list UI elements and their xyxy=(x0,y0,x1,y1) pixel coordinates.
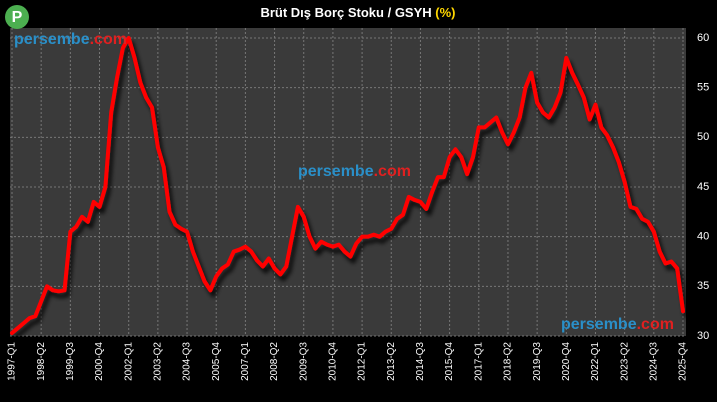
y-tick-label: 40 xyxy=(697,231,709,243)
watermark: persembe.com xyxy=(14,31,127,48)
x-tick-label: 2007-Q1 xyxy=(240,342,251,381)
x-tick-label: 2000-Q4 xyxy=(94,342,105,381)
x-tick-label: 2014-Q3 xyxy=(415,342,426,381)
y-tick-label: 50 xyxy=(697,131,709,143)
x-tick-label: 2013-Q2 xyxy=(386,342,397,381)
x-tick-label: 2005-Q4 xyxy=(211,342,222,381)
x-tick-label: 2002-Q1 xyxy=(123,342,134,381)
y-tick-label: 60 xyxy=(697,32,709,44)
watermark-name: persembe xyxy=(561,316,637,333)
x-tick-label: 2010-Q4 xyxy=(328,342,339,381)
x-tick-label: 2017-Q1 xyxy=(473,342,484,381)
x-tick-label: 2004-Q3 xyxy=(182,342,193,381)
chart-title: Brüt Dış Borç Stoku / GSYH (%) xyxy=(260,5,455,20)
x-tick-label: 2009-Q3 xyxy=(298,342,309,381)
x-tick-label: 2025-Q4 xyxy=(678,342,689,381)
logo-text: P xyxy=(12,9,23,26)
logo xyxy=(5,5,29,29)
watermark: persembe.com xyxy=(561,316,674,333)
x-tick-label: 2024-Q3 xyxy=(648,342,659,381)
y-tick-label: 30 xyxy=(697,330,709,342)
y-tick-label: 55 xyxy=(697,82,709,94)
title-unit: (%) xyxy=(435,5,455,20)
watermark-name: persembe xyxy=(14,31,90,48)
x-tick-label: 2020-Q4 xyxy=(561,342,572,381)
x-tick-label: 1998-Q2 xyxy=(36,342,47,381)
x-tick-label: 2022-Q1 xyxy=(590,342,601,381)
x-tick-label: 2003-Q2 xyxy=(153,342,164,381)
y-tick-label: 35 xyxy=(697,280,709,292)
watermark-suffix: .com xyxy=(374,163,411,180)
watermark: persembe.com xyxy=(298,163,411,180)
x-tick-label: 2019-Q3 xyxy=(532,342,543,381)
y-tick-label: 45 xyxy=(697,181,709,193)
line xyxy=(10,36,685,336)
x-tick-label: 2008-Q2 xyxy=(269,342,280,381)
x-tick-label: 2015-Q4 xyxy=(444,342,455,381)
plot-area xyxy=(10,28,686,336)
watermark-suffix: .com xyxy=(637,316,674,333)
title-text: Brüt Dış Borç Stoku / GSYH xyxy=(260,5,431,20)
watermark-suffix: .com xyxy=(90,31,127,48)
watermark-name: persembe xyxy=(298,163,374,180)
x-tick-label: 1997-Q1 xyxy=(7,342,18,381)
x-tick-label: 2012-Q1 xyxy=(357,342,368,381)
x-tick-label: 1999-Q3 xyxy=(65,342,76,381)
x-tick-label: 2018-Q2 xyxy=(503,342,514,381)
x-tick-label: 2023-Q2 xyxy=(619,342,630,381)
